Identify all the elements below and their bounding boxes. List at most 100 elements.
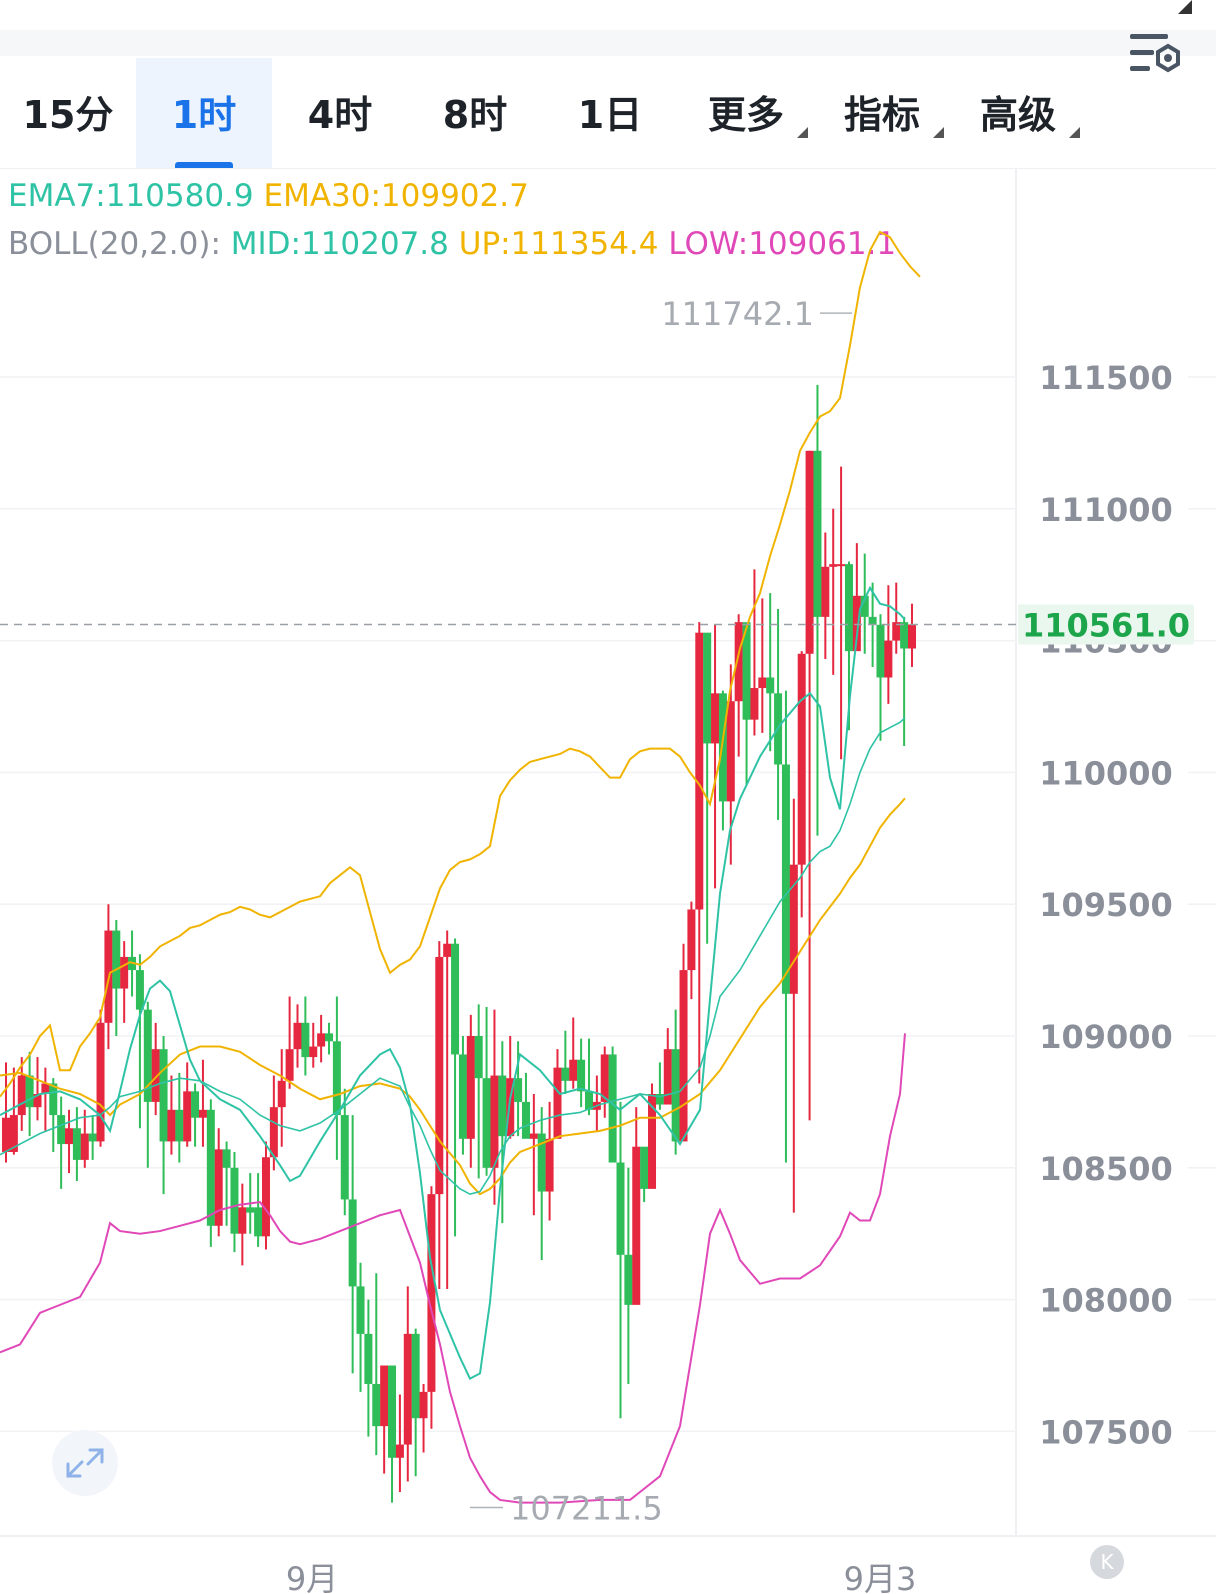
candle-body	[443, 943, 452, 957]
y-tick-label: 109000	[1039, 1018, 1173, 1056]
collapse-arrow-icon[interactable]	[1178, 0, 1192, 14]
current-price-tag	[1018, 604, 1194, 645]
candle-body	[277, 1080, 286, 1108]
tab-1[interactable]: 1时	[136, 58, 272, 168]
interval-tabs: 15分 1时 4时 8时 1日 更多 指标 高级	[0, 58, 1216, 169]
kline-badge-icon[interactable]: K	[1090, 1545, 1124, 1579]
candle-body	[380, 1365, 389, 1427]
candle-body	[72, 1128, 81, 1160]
high-marker-label: 111742.1	[661, 295, 814, 333]
tab-7[interactable]: 高级	[950, 58, 1086, 168]
boll-label: BOLL(20,2.0):	[8, 226, 221, 262]
candle-body	[884, 640, 893, 678]
candle-body	[466, 1036, 475, 1139]
tab-5[interactable]: 更多	[678, 58, 814, 168]
candle-body	[482, 1078, 491, 1168]
candle-body	[577, 1059, 586, 1092]
y-tick-label: 110000	[1039, 754, 1173, 792]
candle-body	[301, 1022, 310, 1058]
candle-body	[254, 1207, 263, 1237]
candle-body	[876, 624, 885, 678]
candle-body	[908, 624, 916, 649]
candle-body	[65, 1128, 74, 1145]
boll-up-value: UP:111354.4	[458, 226, 659, 262]
candle-body	[293, 1022, 302, 1050]
candle-body	[718, 693, 727, 802]
tab-6[interactable]: 指标	[814, 58, 950, 168]
candle-body	[537, 1133, 546, 1192]
candle-body	[395, 1444, 404, 1458]
candle-body	[734, 622, 743, 702]
candle-body	[829, 564, 838, 567]
candle-body	[388, 1365, 397, 1458]
candle-body	[80, 1133, 89, 1160]
candle-body	[120, 956, 129, 989]
candle-body	[403, 1333, 412, 1445]
candle-body	[600, 1054, 609, 1102]
top-strip-white	[0, 0, 1216, 30]
candle-body	[742, 622, 751, 720]
candle-body	[616, 1162, 625, 1255]
candle-body	[695, 632, 704, 910]
chart-settings-icon[interactable]	[1128, 30, 1184, 78]
candle-body	[206, 1109, 215, 1226]
candle-body	[435, 956, 444, 1195]
candle-body	[640, 1146, 649, 1189]
boll-lower-line	[0, 1033, 906, 1504]
candle-body	[758, 677, 767, 689]
y-tick-label: 111000	[1039, 491, 1173, 529]
y-tick-label: 108000	[1039, 1282, 1173, 1320]
candle-body	[781, 764, 790, 994]
candle-body	[687, 909, 696, 971]
candle-body	[852, 595, 861, 652]
candle-body	[57, 1115, 66, 1145]
candle-body	[844, 564, 853, 652]
x-axis-label: 9月	[286, 1560, 338, 1594]
candle-body	[364, 1333, 373, 1384]
expand-button[interactable]	[52, 1430, 118, 1496]
candle-body	[584, 1091, 593, 1110]
boll-mid-line	[0, 717, 906, 1196]
candle-body	[498, 1075, 507, 1137]
candle-body	[608, 1054, 617, 1163]
candle-body	[348, 1199, 357, 1287]
ema7-line	[0, 585, 906, 1381]
tab-4[interactable]: 1日	[577, 93, 643, 137]
candle-body	[545, 1138, 554, 1192]
candle-body	[33, 1093, 42, 1108]
y-tick-label: 109500	[1039, 886, 1173, 924]
candle-body	[332, 1041, 341, 1116]
candle-body	[411, 1333, 420, 1419]
x-axis-label: 9月3	[844, 1560, 917, 1594]
candle-body	[860, 595, 869, 617]
candle-body	[821, 566, 830, 617]
ema7-value: EMA7:110580.9	[8, 178, 254, 214]
candle-body	[419, 1391, 428, 1419]
candle-body	[17, 1075, 26, 1116]
candle-body	[167, 1109, 176, 1142]
candle-body	[214, 1149, 223, 1226]
candle-body	[521, 1101, 530, 1139]
candle-body	[261, 1157, 270, 1237]
candle-body	[2, 1117, 10, 1152]
candle-body	[309, 1046, 318, 1058]
tab-3[interactable]: 8时	[442, 93, 508, 137]
candle-body	[679, 970, 688, 1142]
candle-body	[458, 1054, 467, 1139]
candle-body	[159, 1049, 168, 1142]
tab-2[interactable]: 4时	[307, 93, 373, 137]
candle-body	[246, 1207, 255, 1213]
candle-body	[9, 1115, 18, 1152]
candle-body	[451, 943, 460, 1055]
candle-body	[238, 1207, 247, 1234]
expand-icon	[66, 1448, 104, 1478]
tab-0[interactable]: 15分	[22, 93, 114, 137]
candle-body	[726, 701, 735, 802]
candle-body	[789, 864, 798, 994]
candle-body	[183, 1091, 192, 1142]
dropdown-triangle-icon	[1069, 127, 1080, 138]
candle-body	[222, 1149, 231, 1168]
candle-body	[711, 693, 720, 744]
candle-body	[655, 1093, 664, 1105]
